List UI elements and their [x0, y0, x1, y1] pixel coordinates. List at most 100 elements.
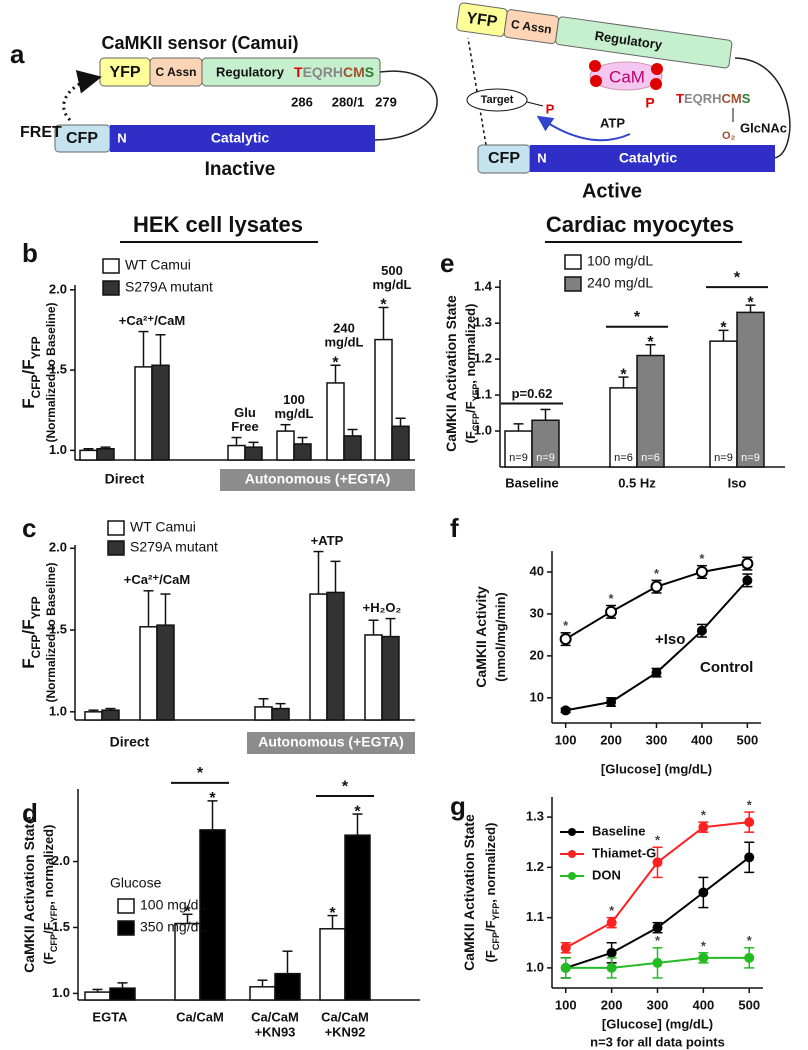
bar — [276, 430, 295, 461]
x-tick-label: Ca/CaM — [321, 1009, 369, 1024]
data-point — [698, 822, 709, 833]
y-tick-label: 1.0 — [474, 422, 492, 437]
category-label: 240 — [333, 321, 355, 336]
motif-part: T — [294, 64, 303, 80]
n-label: n=6 — [614, 452, 633, 464]
category-label: 100 — [283, 392, 305, 407]
x-tick-label: 500 — [738, 997, 760, 1012]
y-tick-label: 1.1 — [474, 387, 492, 402]
legend-swatch — [107, 540, 125, 556]
data-point — [744, 952, 755, 963]
y-axis-label-sub: CFP — [491, 932, 501, 950]
y-axis-label-part: CaMKII Activation State — [443, 295, 459, 452]
n-label: n=9 — [714, 452, 733, 464]
catalytic-label: Catalytic — [211, 130, 270, 146]
legend-label: WT Camui — [130, 519, 196, 535]
y-axis-label: (Normalized to Baseline) — [44, 302, 58, 442]
data-point — [650, 580, 663, 593]
n-label: n=9 — [741, 452, 760, 464]
legend-swatch — [107, 520, 125, 536]
diagram-title: CaMKII sensor (Camui) — [101, 33, 298, 53]
yfp-label: YFP — [465, 10, 499, 31]
category-label: mg/dL — [275, 406, 314, 421]
legend-swatch — [564, 254, 582, 270]
category-label: +Ca²⁺/CaM — [119, 313, 185, 328]
bar — [344, 834, 371, 1001]
motif: TEQRHCMS — [294, 64, 374, 80]
legend-label: Thiamet-G — [592, 845, 656, 860]
panel-label: c — [22, 513, 36, 543]
n-label: N — [117, 130, 126, 145]
panel-label: b — [22, 238, 38, 268]
significance: * — [354, 803, 361, 820]
data-point — [560, 962, 571, 973]
bar — [343, 435, 362, 461]
section-label: Direct — [105, 471, 145, 487]
n-label: N — [537, 150, 546, 165]
x-axis-label: [Glucose] (mg/dL) — [602, 1016, 713, 1031]
bar — [364, 634, 383, 721]
series-label: Control — [700, 659, 753, 676]
category-label: Free — [231, 419, 258, 434]
atp-label: ATP — [600, 115, 625, 130]
y-tick-label: 1.2 — [474, 351, 492, 366]
panel-label: f — [450, 513, 459, 543]
significance: * — [654, 566, 660, 581]
category-label: +ATP — [311, 533, 344, 548]
bar — [271, 707, 290, 721]
data-point — [742, 575, 753, 586]
glcnac-label: GlcNAc — [740, 120, 787, 135]
state-label: Inactive — [205, 159, 276, 180]
y-axis-label-part: (F — [41, 952, 56, 964]
y-axis-label-part: (Normalized to Baseline) — [44, 562, 58, 702]
bar — [227, 444, 246, 461]
x-tick-label: 100 — [555, 732, 577, 747]
bar — [84, 711, 103, 721]
bar — [309, 593, 328, 721]
data-point — [606, 962, 617, 973]
site-label: 280/1 — [332, 94, 365, 109]
bracket-label: * — [197, 765, 204, 782]
significance: * — [747, 294, 754, 311]
category-label: mg/dL — [325, 335, 364, 350]
significance: * — [701, 808, 707, 823]
y-tick-label: 1.3 — [526, 809, 544, 824]
regulatory-group: YFP C Assn Regulatory — [456, 2, 733, 69]
legend-label: 240 mg/dL — [587, 275, 653, 291]
regulatory-label: Regulatory — [216, 64, 285, 79]
y-axis-label: (FCFP/FYFP, normalized) — [483, 823, 501, 963]
data-point — [744, 852, 755, 863]
category-label: +Ca²⁺/CaM — [124, 572, 190, 587]
y-axis-label-sub: YFP — [471, 384, 481, 402]
y-axis-label: FCFP/FYFP — [19, 336, 43, 408]
x-tick-label: Ca/CaM — [251, 1009, 299, 1024]
x-tick-label: 400 — [693, 997, 715, 1012]
x-tick-label: Baseline — [505, 475, 558, 490]
y-tick-label: 2.0 — [49, 281, 67, 296]
n-label: n=9 — [509, 452, 528, 464]
y-axis-label-part: (F — [483, 950, 498, 962]
panel-label: g — [450, 791, 466, 821]
data-point — [741, 557, 754, 570]
bar — [151, 364, 170, 461]
fret-label: FRET — [20, 124, 62, 141]
bar — [156, 624, 175, 721]
bar — [319, 928, 346, 1001]
x-tick-label: 300 — [646, 732, 668, 747]
y-tick-label: 2.0 — [52, 853, 70, 868]
section-box — [247, 732, 415, 754]
panel-label: e — [440, 248, 454, 278]
y-tick-label: 40 — [530, 563, 544, 578]
note: n=3 for all data points — [590, 1034, 725, 1049]
y-axis-label-sub: YFP — [29, 596, 43, 619]
data-point — [651, 667, 662, 678]
significance: * — [332, 354, 339, 371]
significance: * — [563, 618, 569, 633]
section-title: HEK cell lysates — [133, 212, 303, 237]
legend-label: S279A mutant — [125, 279, 213, 295]
y-tick-label: 1.2 — [526, 859, 544, 874]
legend-marker — [568, 872, 576, 880]
y-axis-label: (nmol/mg/min) — [493, 592, 508, 682]
panel-label: a — [10, 39, 25, 69]
x-tick-label: 0.5 Hz — [618, 475, 656, 490]
